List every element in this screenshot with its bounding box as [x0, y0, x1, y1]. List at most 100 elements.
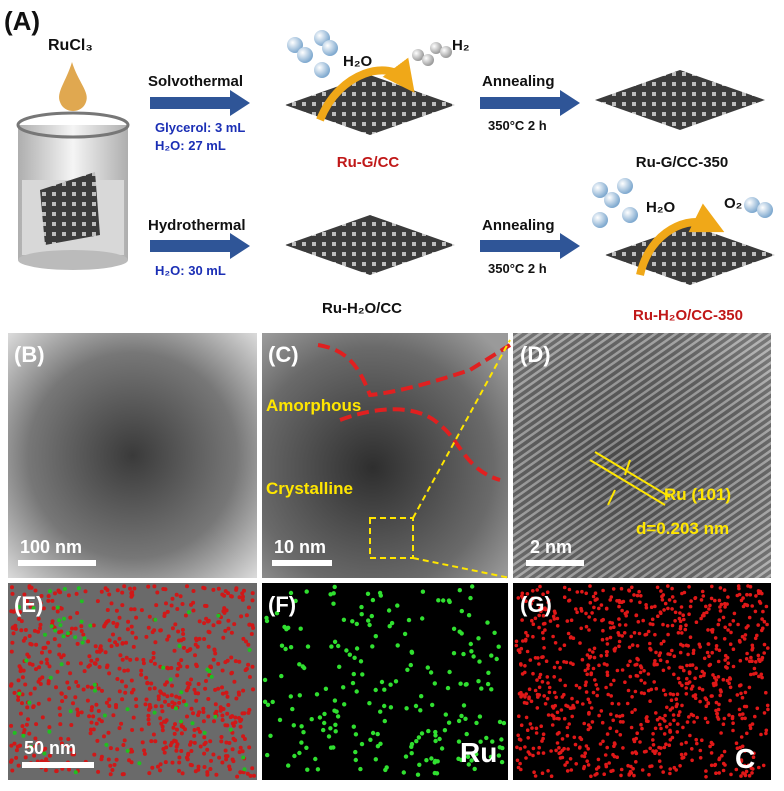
map-dot — [562, 643, 567, 647]
map-dot — [726, 628, 730, 632]
map-dot — [153, 704, 158, 709]
map-dot — [201, 710, 206, 714]
map-dot — [739, 735, 744, 739]
map-dot — [520, 618, 524, 622]
map-dot — [588, 725, 593, 730]
map-dot — [716, 659, 721, 664]
map-dot — [202, 621, 207, 626]
map-dot — [151, 651, 156, 655]
map-dot — [89, 685, 94, 690]
map-dot — [373, 757, 378, 762]
map-dot — [305, 644, 311, 649]
map-dot — [673, 610, 678, 615]
map-dot — [646, 629, 651, 634]
map-dot — [224, 690, 229, 695]
map-dot — [546, 769, 550, 773]
map-dot — [432, 681, 437, 686]
map-dot — [203, 686, 208, 691]
map-dot — [731, 647, 736, 651]
map-dot — [231, 759, 236, 764]
map-dot — [65, 743, 70, 748]
map-dot — [117, 726, 122, 731]
map-dot — [90, 705, 94, 710]
map-dot — [217, 755, 222, 760]
map-dot — [537, 675, 542, 680]
map-dot — [108, 763, 113, 768]
map-dot — [250, 598, 255, 603]
map-dot — [147, 686, 152, 691]
map-dot — [211, 623, 216, 628]
map-dot — [36, 616, 41, 621]
map-dot — [50, 619, 55, 624]
map-dot — [65, 680, 70, 685]
map-dot — [698, 748, 703, 753]
map-dot — [565, 619, 570, 623]
map-dot — [177, 695, 182, 700]
map-dot — [601, 739, 605, 744]
map-dot — [537, 596, 541, 601]
map-dot — [158, 768, 162, 773]
map-dot — [250, 591, 255, 596]
map-dot — [611, 752, 615, 757]
map-dot — [599, 603, 604, 607]
map-dot — [543, 621, 547, 626]
map-dot — [208, 767, 213, 771]
map-dot — [714, 647, 719, 651]
map-dot — [670, 648, 674, 653]
map-dot — [525, 633, 530, 638]
map-dot — [526, 736, 530, 740]
map-dot — [332, 698, 338, 703]
map-dot — [640, 768, 645, 772]
map-dot — [103, 650, 108, 655]
map-dot — [47, 697, 52, 702]
map-dot — [671, 692, 676, 697]
map-dot — [638, 600, 642, 605]
map-dot — [728, 622, 732, 627]
map-dot — [131, 687, 136, 692]
map-dot — [662, 639, 666, 644]
map-dot — [46, 640, 51, 645]
map-dot — [232, 622, 237, 627]
scale-bar-label: 2 nm — [530, 537, 572, 557]
map-dot — [40, 675, 45, 680]
map-dot — [209, 674, 214, 679]
map-dot — [632, 593, 636, 597]
map-dot — [12, 741, 17, 746]
map-dot — [73, 695, 78, 700]
map-dot — [153, 617, 158, 622]
map-dot — [604, 650, 609, 654]
map-dot — [532, 770, 536, 774]
map-dot — [160, 728, 165, 733]
map-dot — [665, 659, 669, 664]
map-dot — [241, 636, 246, 641]
map-dot — [128, 657, 133, 662]
map-dot — [647, 772, 651, 777]
map-dot — [241, 688, 246, 693]
map-dot — [91, 623, 96, 628]
map-dot — [23, 755, 28, 760]
map-dot — [189, 677, 194, 682]
map-dot — [156, 697, 161, 702]
map-dot — [603, 753, 608, 757]
map-dot — [401, 770, 406, 775]
map-dot — [721, 761, 726, 766]
map-dot — [740, 695, 745, 700]
map-dot — [750, 643, 755, 648]
map-dot — [174, 592, 179, 597]
map-dot — [764, 731, 768, 736]
map-dot — [520, 672, 525, 676]
map-dot — [89, 708, 94, 713]
map-dot — [75, 707, 80, 712]
map-dot — [687, 670, 692, 674]
map-dot — [247, 707, 252, 712]
map-dot — [174, 706, 178, 711]
map-dot — [648, 746, 652, 751]
map-dot — [738, 713, 742, 717]
map-dot — [537, 625, 541, 630]
map-dot — [120, 657, 125, 662]
map-dot — [662, 732, 667, 736]
map-dot — [425, 665, 430, 670]
map-dot — [213, 714, 218, 719]
map-dot — [420, 589, 426, 594]
